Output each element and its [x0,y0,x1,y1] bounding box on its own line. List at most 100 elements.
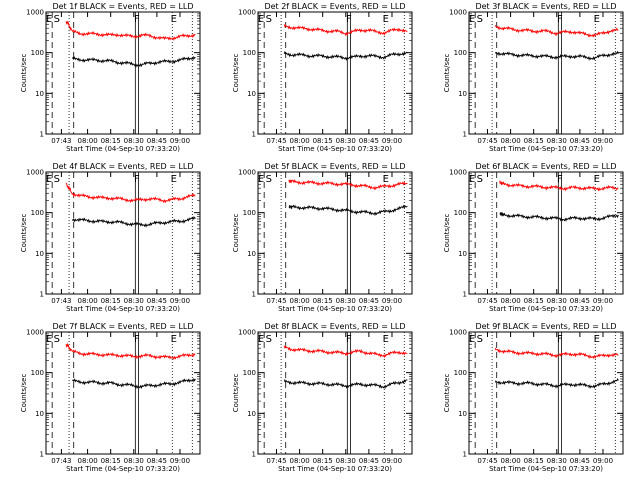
y-tick-label: 100 [454,49,467,57]
x-tick-label: 08:15 [313,297,333,305]
x-tick-label: 09:00 [170,297,190,305]
panel-title: Det 2f BLACK = Events, RED = LLD [264,2,405,11]
series-events-line [283,50,408,62]
y-tick-label: 1000 [449,329,467,337]
x-tick-label: 08:00 [77,457,97,465]
event-marker-f: F [346,334,352,345]
x-tick-label: 08:30 [124,457,144,465]
series-events-line [283,378,408,390]
x-tick-label: 08:15 [524,137,544,145]
x-tick-label: 08:45 [359,137,379,145]
x-tick-label: 08:00 [500,457,520,465]
event-marker-e: E [258,14,264,25]
y-tick-label: 10 [458,250,467,258]
x-axis-label: Start Time (04-Sep-10 07:33:20) [278,145,392,153]
panel-3: Det 3f BLACK = Events, RED = LLD 1 10 100 10… [443,2,624,153]
plot-frame [257,171,413,295]
panel-8: Det 8f BLACK = Events, RED = LLD 1 10 100 10… [232,322,413,473]
event-marker-f: F [557,14,563,25]
series-lld-line [283,345,408,359]
x-tick-label: 08:30 [336,137,356,145]
x-tick-label: 08:15 [524,297,544,305]
x-tick-label: 07:45 [477,137,497,145]
y-axis-label: Counts/sec [20,54,28,93]
panel-9: Det 9f BLACK = Events, RED = LLD 1 10 100 10… [443,322,624,473]
x-tick-label: 07:45 [477,297,497,305]
x-tick-label: 08:15 [101,137,121,145]
series-lld-line [494,25,619,38]
series-lld-line [494,347,619,360]
event-marker-e: E [171,174,177,185]
y-tick-label: 100 [243,209,256,217]
x-tick-label: 07:43 [51,297,71,305]
y-tick-label: 1 [40,291,44,299]
y-tick-label: 10 [35,250,44,258]
x-tick-label: 08:30 [124,137,144,145]
y-tick-label: 1 [40,451,44,459]
y-tick-label: 1000 [26,169,44,177]
event-marker-f: F [134,14,140,25]
event-marker-s: S [54,174,60,185]
y-tick-label: 100 [31,209,44,217]
panel-6: Det 6f BLACK = Events, RED = LLD 1 10 100 10… [443,162,624,313]
x-tick-label: 09:00 [170,137,190,145]
y-tick-label: 1000 [238,329,256,337]
x-tick-label: 07:45 [266,457,286,465]
x-tick-label: 08:30 [547,297,567,305]
x-tick-label: 08:30 [336,457,356,465]
series-events-line [71,55,196,68]
y-axis-label: Counts/sec [443,214,451,253]
event-marker-s: S [266,174,272,185]
y-tick-label: 1 [40,131,44,139]
y-tick-label: 1 [463,451,467,459]
event-marker-e: E [258,334,264,345]
series-lld-line [65,342,196,361]
x-tick-label: 08:00 [77,137,97,145]
event-marker-e: E [383,14,389,25]
y-axis-label: Counts/sec [232,214,240,253]
event-marker-s: S [477,14,483,25]
series-events-line [71,215,196,228]
x-tick-label: 07:45 [266,137,286,145]
series-events-line [71,377,196,390]
panel-title: Det 9f BLACK = Events, RED = LLD [475,322,616,331]
event-marker-s: S [54,334,60,345]
plot-frame [45,11,201,135]
y-tick-label: 1000 [26,329,44,337]
y-tick-label: 100 [31,369,44,377]
y-tick-label: 100 [454,209,467,217]
y-tick-label: 100 [454,369,467,377]
event-marker-e: E [383,174,389,185]
y-tick-label: 1 [252,131,256,139]
y-tick-label: 1000 [449,9,467,17]
x-tick-label: 08:00 [289,137,309,145]
plot-frame [468,171,624,295]
series-events-line [288,204,408,217]
y-axis-label: Counts/sec [232,374,240,413]
y-tick-label: 10 [247,410,256,418]
y-tick-label: 10 [247,250,256,258]
event-marker-e: E [171,14,177,25]
x-tick-label: 08:45 [570,457,590,465]
y-tick-label: 1 [252,291,256,299]
x-tick-label: 08:00 [289,297,309,305]
event-marker-e: E [46,14,52,25]
x-tick-label: 09:00 [170,457,190,465]
y-tick-label: 10 [458,90,467,98]
series-lld-line [65,20,196,42]
x-tick-label: 09:00 [593,137,613,145]
x-axis-label: Start Time (04-Sep-10 07:33:20) [489,145,603,153]
event-marker-e: E [171,334,177,345]
event-marker-e: E [469,14,475,25]
y-tick-label: 1000 [238,169,256,177]
x-tick-label: 09:00 [593,457,613,465]
y-tick-label: 100 [243,369,256,377]
y-tick-label: 1 [252,451,256,459]
panel-title: Det 6f BLACK = Events, RED = LLD [475,162,616,171]
x-tick-label: 08:45 [147,297,167,305]
event-marker-s: S [477,334,483,345]
panel-title: Det 4f BLACK = Events, RED = LLD [52,162,193,171]
event-marker-e: E [469,174,475,185]
series-events-line [499,211,619,222]
panel-title: Det 7f BLACK = Events, RED = LLD [52,322,193,331]
